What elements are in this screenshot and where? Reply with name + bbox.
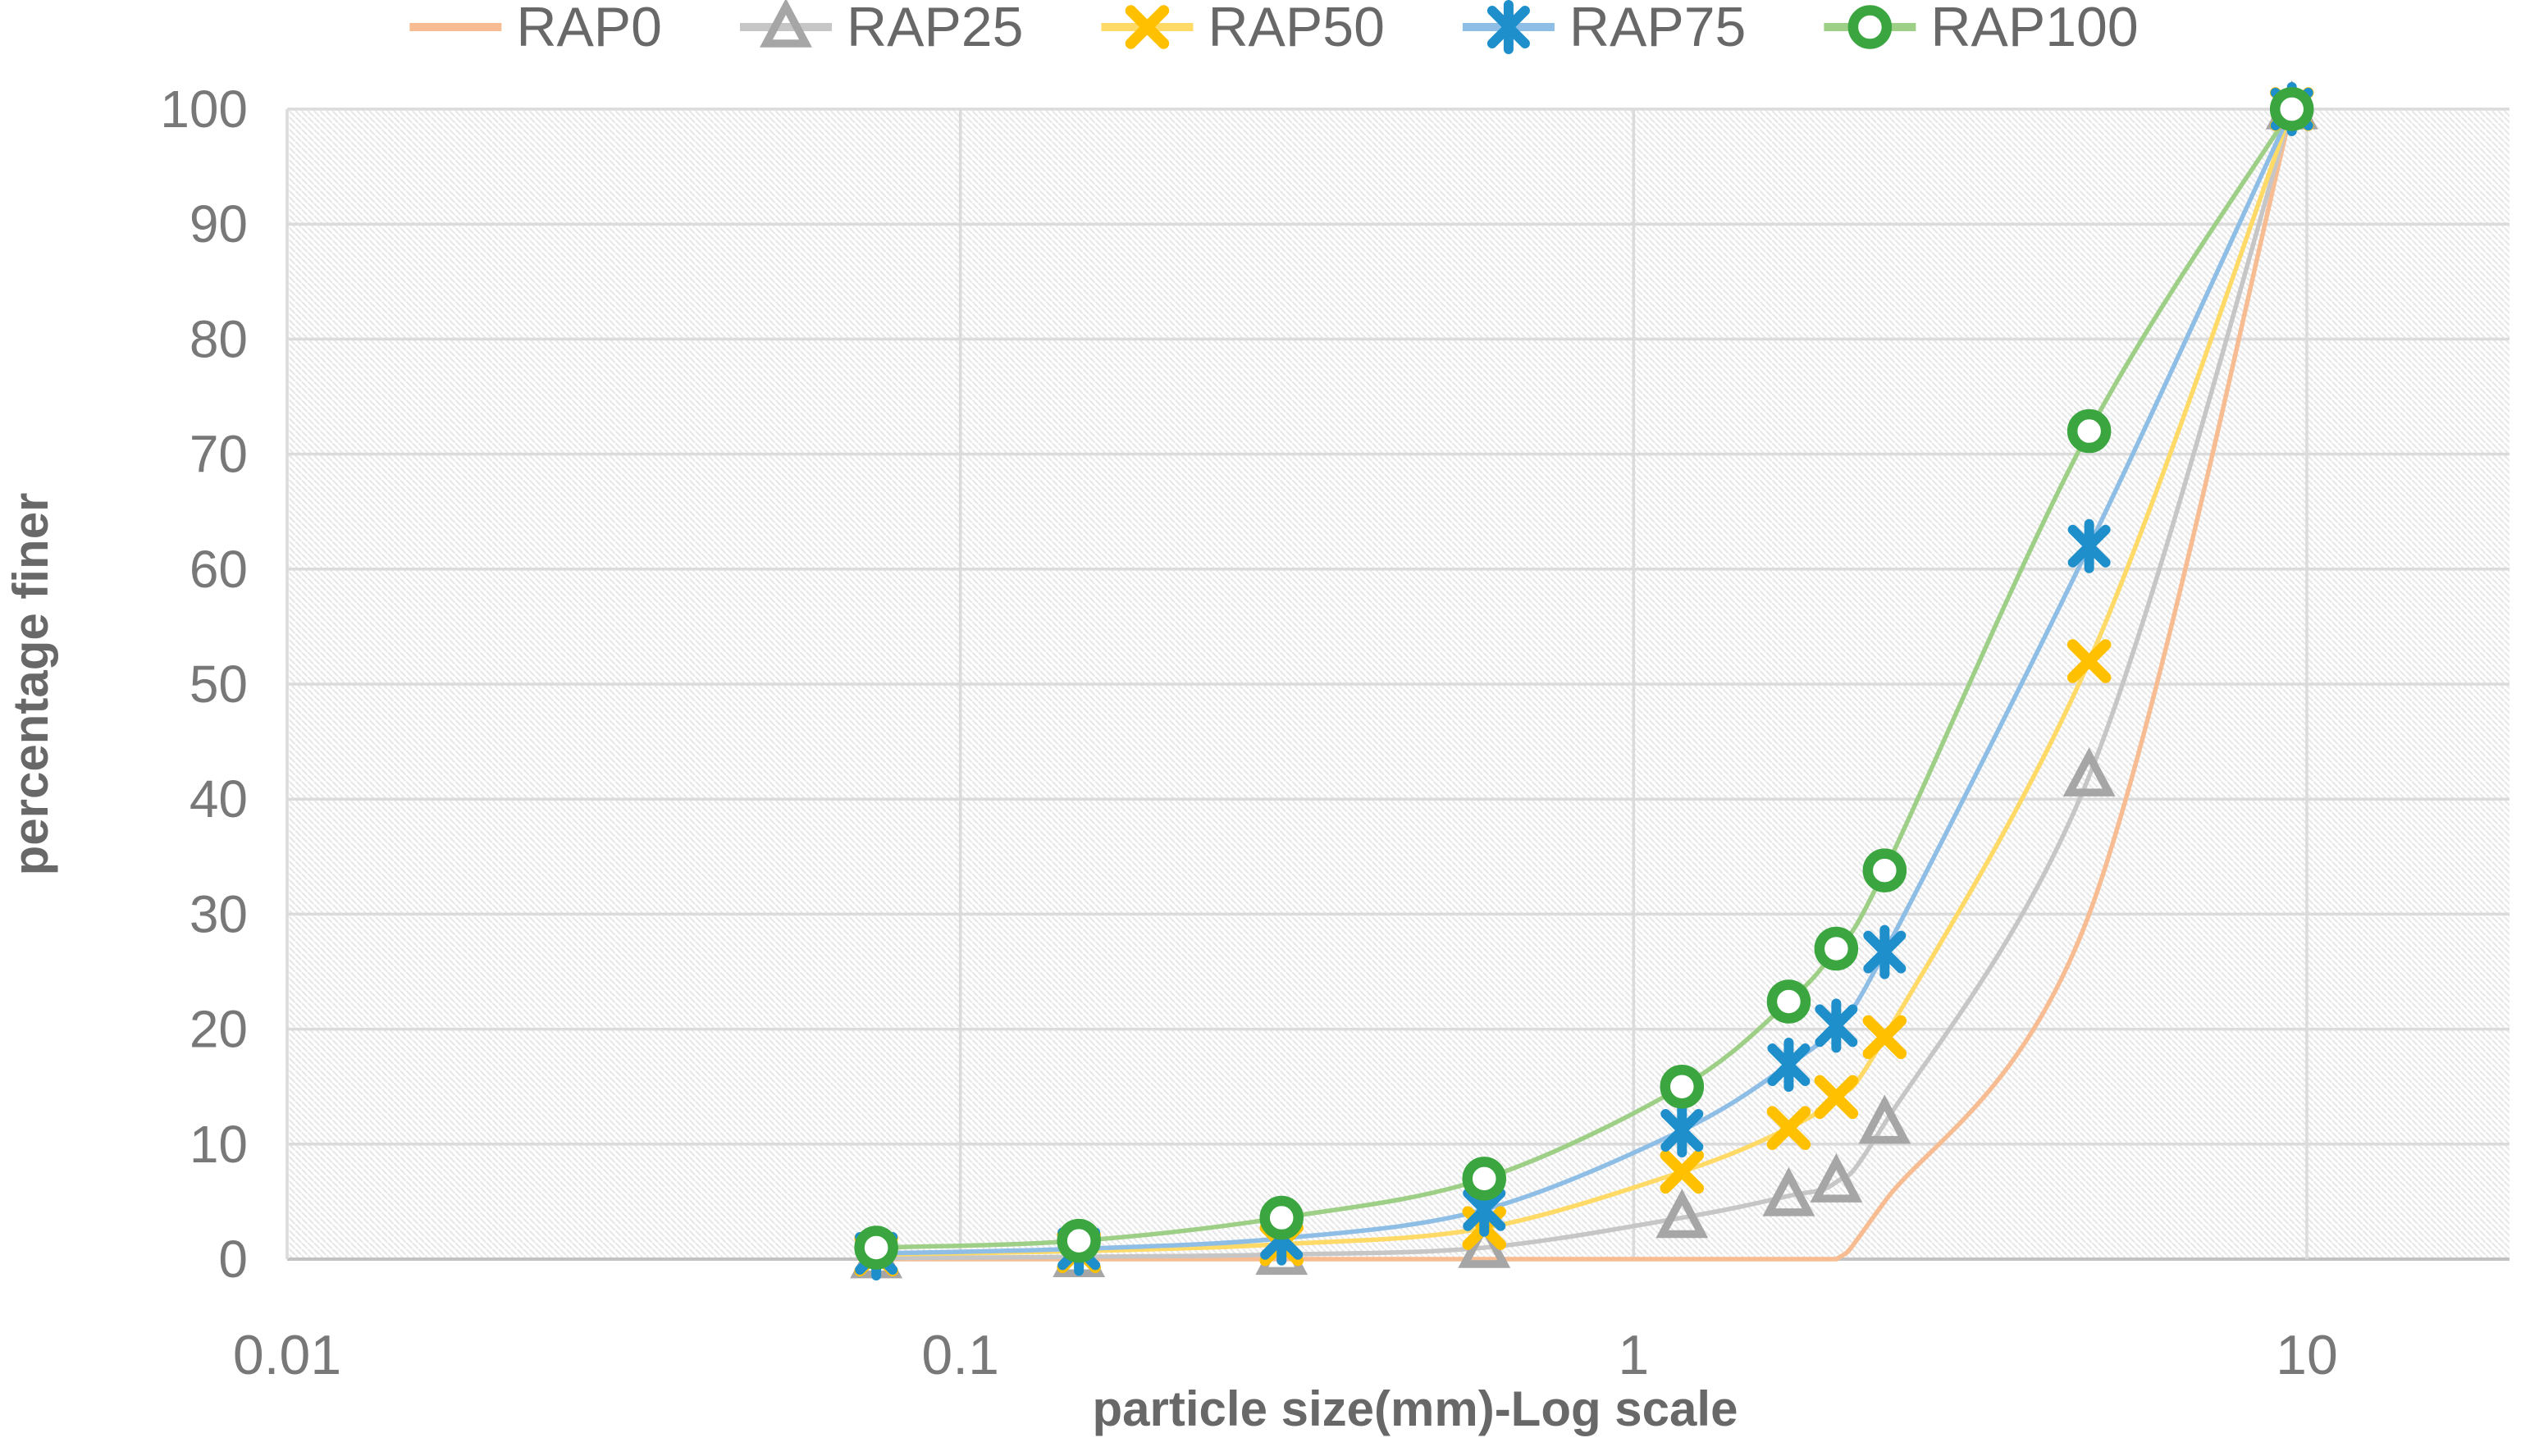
series-markers xyxy=(850,80,2318,1280)
marker-x xyxy=(1766,1106,1811,1150)
marker-star xyxy=(1815,998,1858,1053)
y-tick-label-70: 70 xyxy=(190,425,248,484)
marker-x xyxy=(1862,1015,1907,1060)
marker-star xyxy=(1486,0,1530,54)
marker-circle-open xyxy=(1862,848,1907,892)
marker-circle-open xyxy=(1259,1195,1304,1240)
marker-x xyxy=(1125,5,1170,49)
legend-item-rap75: RAP75 xyxy=(1462,0,1746,58)
legend-label: RAP25 xyxy=(847,0,1023,58)
legend-label: RAP50 xyxy=(1208,0,1384,58)
marker-circle-open xyxy=(1766,979,1811,1024)
y-tick-label-50: 50 xyxy=(190,655,248,714)
series-line-rap25 xyxy=(876,108,2295,1261)
marker-circle-open xyxy=(1847,5,1893,49)
y-tick-label-90: 90 xyxy=(190,194,248,253)
marker-triangle-open xyxy=(1762,1166,1815,1216)
marker-x xyxy=(1660,1149,1705,1194)
x-tick-label-1: 1 xyxy=(1618,1324,1649,1386)
gridlines xyxy=(285,107,2509,1261)
y-axis-title: percentage finer xyxy=(3,493,58,876)
marker-circle-open xyxy=(2066,409,2112,454)
legend-item-rap50: RAP50 xyxy=(1101,0,1385,58)
marker-circle-open xyxy=(1814,926,1859,971)
marker-x xyxy=(1814,1075,1859,1120)
y-tick-label-80: 80 xyxy=(190,309,248,368)
marker-circle-open xyxy=(854,1226,898,1270)
legend-item-rap100: RAP100 xyxy=(1824,0,2139,58)
marker-circle-open xyxy=(1462,1157,1506,1201)
y-axis-tick-labels: 0 10 20 30 40 50 60 70 80 90 100 xyxy=(160,80,248,1289)
marker-circle-open xyxy=(1660,1064,1705,1109)
marker-circle-open xyxy=(1057,1218,1101,1263)
x-axis-title: particle size(mm)-Log scale xyxy=(1093,1381,1738,1436)
legend-label: RAP100 xyxy=(1930,0,2138,58)
y-tick-label-40: 40 xyxy=(190,769,248,828)
legend-label: RAP0 xyxy=(516,0,662,58)
x-tick-label-0.1: 0.1 xyxy=(921,1324,999,1386)
legend-item-rap25: RAP25 xyxy=(739,0,1023,58)
y-tick-label-0: 0 xyxy=(218,1230,248,1289)
marker-triangle-open xyxy=(1858,1094,1911,1144)
series-line-rap0 xyxy=(876,108,2295,1262)
marker-triangle-open xyxy=(2062,747,2116,796)
marker-star xyxy=(1863,924,1907,979)
marker-triangle-open xyxy=(1655,1189,1709,1239)
marker-star xyxy=(2067,518,2111,573)
legend-item-rap0: RAP0 xyxy=(409,0,662,58)
y-tick-label-60: 60 xyxy=(190,540,248,599)
x-tick-label-10: 10 xyxy=(2276,1324,2338,1386)
chart-legend: RAP0 RAP25 RAP50 RAP75 RAP100 xyxy=(409,0,2139,58)
marker-x xyxy=(2066,639,2112,683)
marker-triangle-open xyxy=(760,0,812,48)
marker-circle-open xyxy=(2269,87,2314,131)
series-markers-rap100 xyxy=(854,87,2314,1270)
legend-label: RAP75 xyxy=(1569,0,1746,58)
marker-triangle-open xyxy=(1810,1152,1863,1203)
x-axis-tick-labels: 0.01 0.1 1 10 xyxy=(233,1324,2338,1386)
y-tick-label-10: 10 xyxy=(190,1115,248,1174)
series-line-rap100 xyxy=(876,107,2295,1250)
y-tick-label-100: 100 xyxy=(160,80,248,139)
marker-star xyxy=(1660,1102,1704,1157)
y-tick-label-20: 20 xyxy=(190,1000,248,1059)
y-tick-label-30: 30 xyxy=(190,884,248,943)
marker-star xyxy=(1767,1038,1811,1093)
x-tick-label-0.01: 0.01 xyxy=(233,1324,341,1386)
